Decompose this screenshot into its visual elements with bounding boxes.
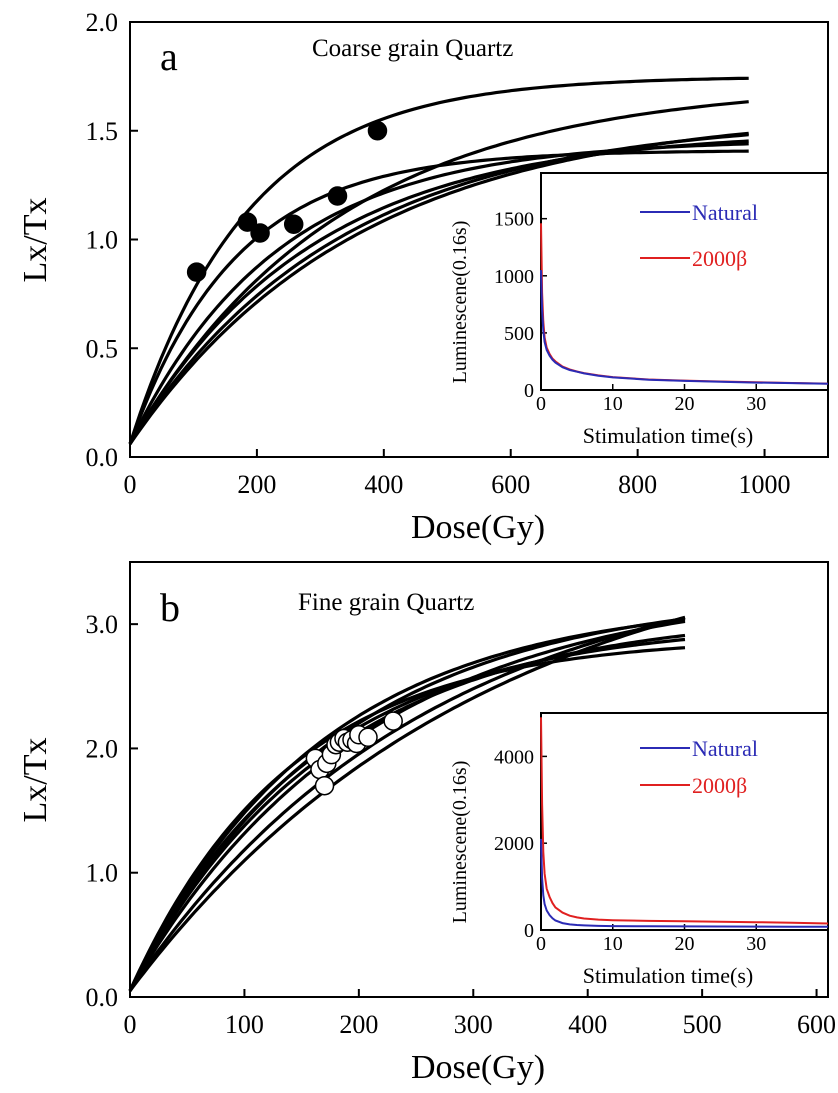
y-axis-ticks: 0.0 0.5 1.0 1.5 2.0 <box>86 8 138 472</box>
x-tick-label: 0 <box>124 1010 137 1039</box>
x-tick-label: 400 <box>568 1010 607 1039</box>
inset-x-tick-label: 10 <box>603 393 623 415</box>
panel-b-fine-grain: 0 100 200 300 400 500 600 0.01.02.03.0 b Fine … <box>17 561 836 1086</box>
data-point <box>367 121 388 141</box>
x-tick-label: 500 <box>683 1010 722 1039</box>
dose-response-curves <box>128 615 686 992</box>
data-point <box>358 727 378 747</box>
inset-y-tick-label: 0 <box>524 920 534 942</box>
x-tick-label: 0 <box>124 470 137 499</box>
dose-response-curves <box>128 76 749 445</box>
inset-background <box>540 712 829 931</box>
x-axis-ticks: 0 200 400 600 800 1000 <box>124 449 791 499</box>
panel-label: a <box>160 34 178 79</box>
inset-x-axis-ticks: 0 10 20 30 <box>536 924 766 955</box>
x-axis-ticks: 0 100 200 300 400 500 600 <box>124 989 836 1039</box>
data-points <box>186 121 388 282</box>
y-tick-label: 0.0 <box>86 983 119 1012</box>
y-axis-ticks: 0.0 1.0 2.0 3.0 <box>86 610 138 1012</box>
panel-a-coarse-grain: 0 200 400 600 800 1000 0.00.51.01.52.0 a Coar… <box>17 8 829 546</box>
dose-response-curve <box>128 616 686 992</box>
inset-y-axis-ticks: 0 500 1000 1500 <box>494 209 547 402</box>
x-tick-label: 400 <box>364 470 403 499</box>
chart-title: Coarse grain Quartz <box>312 35 513 62</box>
x-tick-label: 200 <box>237 470 276 499</box>
inset-y-tick-label: 0 <box>524 380 534 402</box>
inset-series-line-natural <box>540 270 829 385</box>
inset-x-axis-ticks: 0 10 20 30 <box>536 384 766 415</box>
dose-response-curve <box>128 142 749 445</box>
dose-response-curve <box>128 633 686 992</box>
inset-series-line-natural <box>540 838 828 928</box>
data-point <box>314 775 335 796</box>
panel-label: b <box>160 585 180 630</box>
dose-response-curve <box>128 646 686 992</box>
data-point <box>237 212 258 232</box>
inset-x-axis-label: Stimulation time(s) <box>583 963 754 988</box>
y-tick-label: 0.5 <box>86 334 119 363</box>
inset-y-tick-label: 2000 <box>494 833 534 855</box>
data-point <box>327 186 348 206</box>
data-point <box>250 223 270 243</box>
data-point <box>383 711 403 731</box>
inset-y-axis-label: Luminescene(0.16s) <box>449 221 471 384</box>
inset-x-tick-label: 0 <box>536 933 546 955</box>
inset-chart: 0 10 20 30 0 500 1000 1500 Natural 2000β Stimu… <box>449 172 829 448</box>
y-tick-label: 2.0 <box>86 734 119 763</box>
inset-x-tick-label: 20 <box>675 393 695 415</box>
y-tick-label: 1.5 <box>86 117 119 146</box>
x-axis-label: Dose(Gy) <box>411 509 545 546</box>
inset-x-tick-label: 10 <box>603 933 623 955</box>
inset-x-tick-label: 30 <box>746 393 766 415</box>
inset-y-axis-label: Luminescene(0.16s) <box>449 761 471 924</box>
x-axis-label: Dose(Gy) <box>411 1049 545 1086</box>
data-points <box>305 711 403 796</box>
inset-x-tick-label: 0 <box>536 393 546 415</box>
chart-title: Fine grain Quartz <box>298 589 474 616</box>
inset-y-tick-label: 1000 <box>494 266 534 288</box>
legend-label-2000b: 2000β <box>692 773 747 798</box>
dose-response-curve <box>128 618 686 992</box>
inset-background <box>540 172 829 391</box>
x-tick-label: 800 <box>618 470 657 499</box>
inset-y-axis-ticks: 0 2000 4000 <box>494 746 547 942</box>
x-tick-label: 600 <box>491 470 530 499</box>
inset-y-tick-label: 500 <box>504 323 534 345</box>
data-point <box>186 262 207 282</box>
dose-response-curve <box>128 133 749 445</box>
x-tick-label: 600 <box>797 1010 836 1039</box>
inset-x-tick-label: 30 <box>746 933 766 955</box>
dose-response-curve <box>128 637 686 992</box>
inset-chart: 0 10 20 30 0 2000 4000 Natural 2000β Stimulat… <box>449 712 829 988</box>
x-tick-label: 200 <box>339 1010 378 1039</box>
legend-label-natural: Natural <box>692 736 758 761</box>
y-axis-label: Lx/Tx <box>17 198 54 283</box>
x-tick-label: 100 <box>225 1010 264 1039</box>
y-tick-label: 1.0 <box>86 859 119 888</box>
inset-series-line-2000b <box>540 717 829 925</box>
dose-response-curve <box>128 615 686 992</box>
dose-response-curve <box>128 76 749 445</box>
inset-x-axis-label: Stimulation time(s) <box>583 423 754 448</box>
y-tick-label: 2.0 <box>86 8 119 37</box>
y-axis-label: Lx/Tx <box>17 738 54 823</box>
inset-y-tick-label: 1500 <box>494 209 534 231</box>
y-tick-label: 3.0 <box>86 610 119 639</box>
x-tick-label: 300 <box>454 1010 493 1039</box>
legend-label-natural: Natural <box>692 200 758 225</box>
legend-label-2000b: 2000β <box>692 246 747 271</box>
inset-y-tick-label: 4000 <box>494 746 534 768</box>
x-tick-label: 1000 <box>739 470 791 499</box>
inset-series <box>540 223 829 385</box>
data-point <box>283 214 304 235</box>
inset-x-tick-label: 20 <box>675 933 695 955</box>
y-tick-label: 0.0 <box>86 443 119 472</box>
y-tick-label: 1.0 <box>86 226 119 255</box>
dose-response-curve <box>128 149 749 445</box>
inset-series <box>540 717 829 928</box>
